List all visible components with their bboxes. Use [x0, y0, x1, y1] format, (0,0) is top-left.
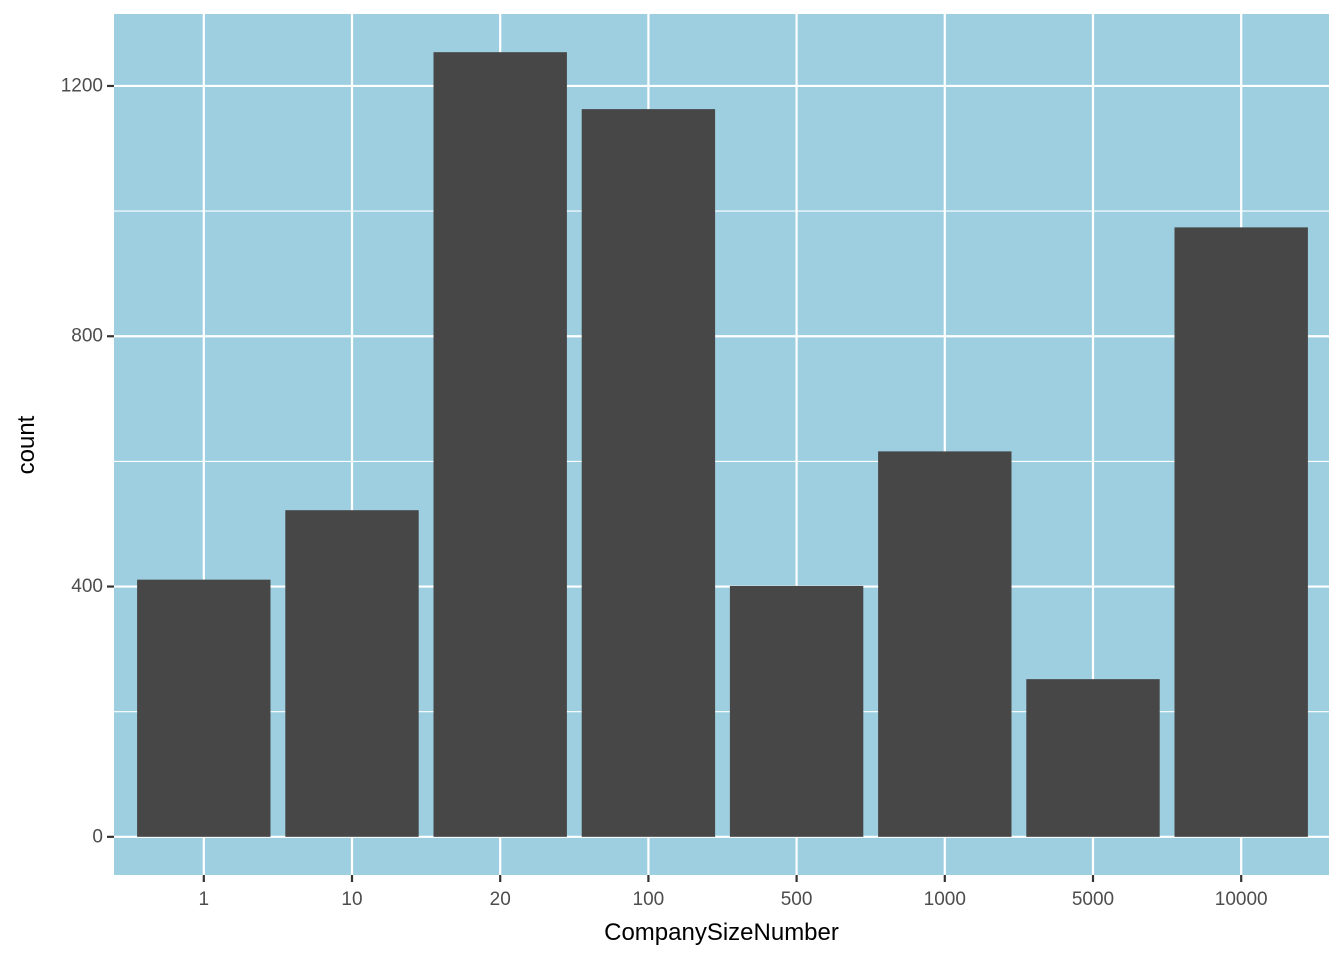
x-tick-label: 10000 [1215, 889, 1268, 910]
x-tick-label: 5000 [1072, 889, 1114, 910]
x-axis: 1 10 20 100 500 1000 5000 10000 [199, 875, 1268, 910]
bars [137, 52, 1308, 837]
x-tick-label: 10 [341, 889, 362, 910]
y-axis-title: count [13, 415, 40, 474]
y-tick-label: 0 [92, 826, 103, 847]
x-tick-label: 100 [633, 889, 665, 910]
bar-1 [137, 579, 271, 837]
bar-100 [581, 109, 716, 837]
y-tick-label: 800 [71, 326, 103, 347]
bar-1000 [878, 451, 1012, 837]
bar-10000 [1174, 227, 1308, 837]
y-tick-label: 400 [71, 576, 103, 597]
bar-5000 [1026, 679, 1160, 837]
y-tick-label: 1200 [61, 75, 103, 96]
y-axis: 0 400 800 1200 [61, 75, 114, 847]
x-tick-label: 1 [199, 889, 210, 910]
x-tick-label: 500 [781, 889, 813, 910]
x-tick-label: 20 [490, 889, 511, 910]
bar-20 [433, 52, 567, 837]
x-tick-label: 1000 [924, 889, 966, 910]
bar-500 [729, 585, 864, 837]
x-axis-title: CompanySizeNumber [604, 919, 839, 946]
bar-10 [285, 510, 419, 837]
